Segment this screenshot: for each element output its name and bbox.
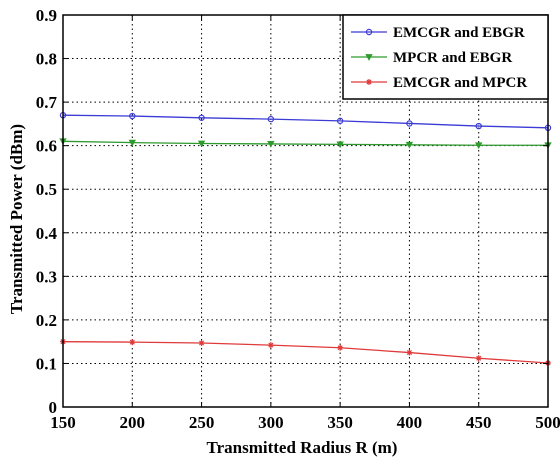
legend-marker — [365, 54, 373, 61]
data-point — [336, 117, 344, 125]
data-point — [267, 115, 275, 123]
series-3 — [60, 338, 551, 367]
data-point — [267, 141, 275, 148]
y-tick-label: 0.4 — [36, 224, 58, 243]
plot-frame — [62, 14, 549, 408]
legend-label: EMCGR and EBGR — [393, 25, 525, 41]
axis-ticks: 150 200 250 300 350 400 450 500 0 0.1 0.2 0.3 0.4 0.5… — [36, 6, 560, 432]
series-group — [59, 111, 552, 367]
legend-label: EMCGR and MPCR — [393, 75, 527, 91]
series-line — [62, 140, 548, 146]
data-point — [337, 344, 344, 351]
x-axis-label: Transmitted Radius R (m) — [207, 438, 398, 457]
x-tick-label: 300 — [258, 413, 284, 432]
y-axis-label: Transmitted Power (dBm) — [7, 124, 26, 314]
y-tick-label: 0.9 — [36, 6, 57, 25]
y-tick-label: 0.5 — [36, 180, 57, 199]
x-tick-label: 500 — [535, 413, 560, 432]
y-tick-label: 0 — [49, 398, 58, 417]
legend-label: MPCR and EBGR — [393, 50, 512, 66]
legend-marker — [366, 79, 372, 85]
data-point — [336, 141, 344, 149]
series-line — [62, 114, 549, 129]
y-tick-label: 0.3 — [36, 267, 57, 286]
data-point — [128, 139, 136, 147]
y-tick-label: 0.7 — [36, 93, 58, 112]
x-tick-label: 150 — [50, 413, 76, 432]
series-1 — [59, 111, 552, 132]
y-tick-label: 0.8 — [36, 50, 57, 69]
x-tick-label: 400 — [397, 413, 423, 432]
series-2 — [59, 138, 552, 150]
data-point — [475, 355, 482, 362]
data-point — [406, 349, 413, 356]
data-point — [129, 112, 136, 120]
x-tick-label: 350 — [327, 413, 353, 432]
data-point — [267, 342, 274, 349]
x-tick-label: 450 — [466, 413, 492, 432]
x-tick-label: 250 — [189, 413, 215, 432]
legend-marker — [365, 28, 373, 36]
y-tick-label: 0.6 — [36, 137, 57, 156]
y-tick-label: 0.2 — [36, 311, 57, 330]
data-point — [475, 122, 482, 130]
series-line — [62, 341, 549, 364]
x-tick-label: 200 — [120, 413, 146, 432]
data-point — [198, 339, 205, 346]
y-tick-label: 0.1 — [36, 354, 57, 373]
data-point — [129, 339, 136, 346]
data-point — [406, 120, 413, 127]
data-point — [405, 141, 414, 149]
legend: EMCGR and EBGR MPCR and EBGR EMCGR and MPC… — [342, 14, 549, 100]
data-point — [475, 142, 483, 150]
data-point — [197, 140, 206, 148]
data-point — [198, 114, 205, 121]
